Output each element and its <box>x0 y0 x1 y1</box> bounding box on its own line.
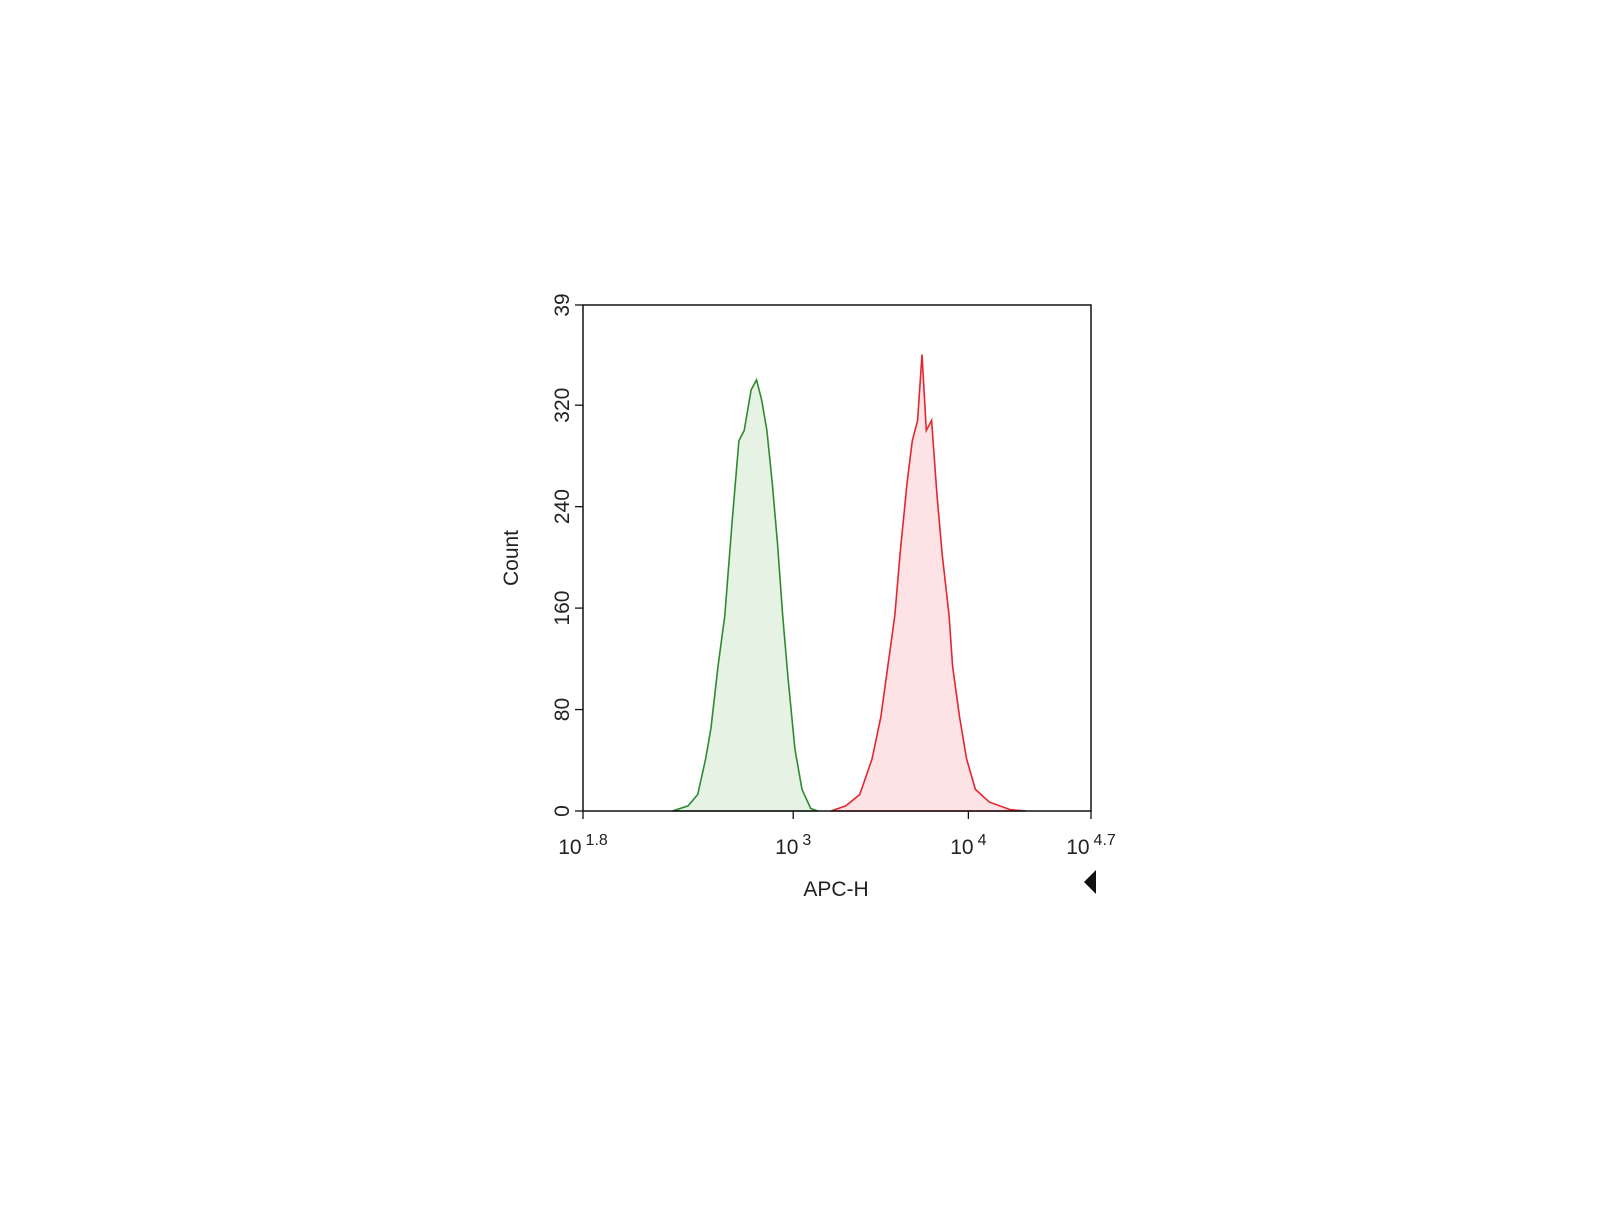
x-tick-label: 10 4 <box>950 832 986 859</box>
y-tick-label: 0 <box>551 805 574 817</box>
histogram-trace <box>672 377 818 812</box>
y-tick-label: 80 <box>551 698 574 721</box>
plot-frame <box>582 304 1092 812</box>
x-tick-label: 10 4.7 <box>1066 832 1116 859</box>
x-tick-label: 10 1.8 <box>558 832 608 859</box>
scroll-arrow[interactable] <box>1084 870 1096 894</box>
x-tick-base: 10 <box>775 836 798 859</box>
y-tick-label: 39 <box>551 293 574 316</box>
x-tick-exponent: 1.8 <box>586 832 608 849</box>
x-tick-base: 10 <box>950 836 973 859</box>
y-tick-label: 320 <box>551 388 574 423</box>
x-tick-exponent: 4 <box>978 832 987 849</box>
x-tick-base: 10 <box>1066 836 1089 859</box>
x-axis-label: APC-H <box>803 878 868 901</box>
x-tick-exponent: 4.7 <box>1094 832 1116 849</box>
histogram-trace <box>830 354 1027 812</box>
x-tick-base: 10 <box>558 836 581 859</box>
x-tick-exponent: 3 <box>802 832 811 849</box>
y-tick-label: 160 <box>551 591 574 626</box>
x-tick-label: 10 3 <box>775 832 811 859</box>
y-tick-label: 240 <box>551 489 574 524</box>
y-axis-label: Count <box>500 530 523 586</box>
